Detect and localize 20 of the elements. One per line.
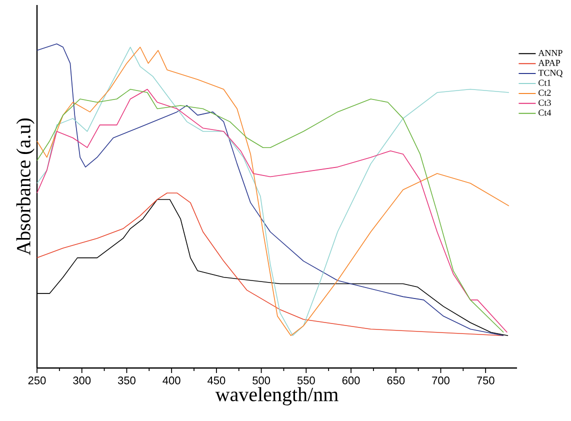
x-axis-title: wavelength/nm (215, 387, 338, 406)
x-tick-label: 400 (162, 376, 180, 384)
x-tick-label: 700 (432, 376, 450, 384)
x-tick-label: 450 (208, 376, 226, 384)
x-tick-label: 550 (297, 376, 315, 384)
legend-label: Ct4 (538, 110, 552, 116)
legend-label: ANNP (538, 50, 562, 56)
legend-label: Ct3 (538, 100, 551, 106)
x-tick-label: 500 (252, 376, 270, 384)
legend-label: TCNQ (538, 70, 563, 78)
legend-label: Ct2 (538, 90, 551, 96)
x-tick-label: 750 (476, 376, 494, 384)
legend-label: Ct1 (538, 80, 551, 86)
x-tick-label: 350 (118, 376, 136, 384)
x-tick-label: 650 (387, 376, 405, 384)
legend-label: APAP (538, 60, 560, 66)
x-tick-label: 600 (342, 376, 360, 384)
x-tick-label: 250 (28, 376, 46, 384)
x-tick-label: 300 (73, 376, 91, 384)
y-axis-title: Absorbance (a.u) (16, 118, 34, 256)
